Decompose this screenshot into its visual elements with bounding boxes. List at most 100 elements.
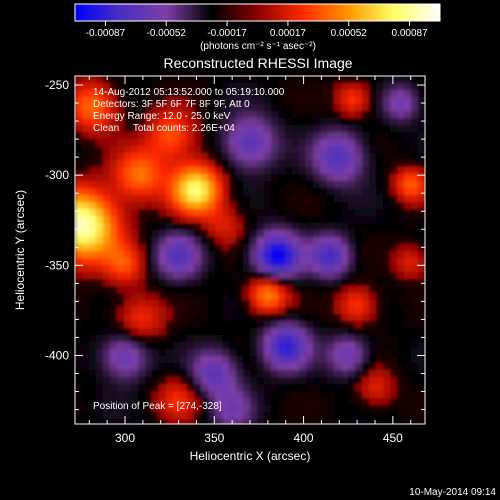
image-pixel <box>82 265 90 273</box>
image-pixel <box>103 398 111 406</box>
image-pixel <box>138 181 146 189</box>
image-pixel <box>390 223 398 231</box>
image-pixel <box>320 167 328 175</box>
image-pixel <box>82 160 90 168</box>
image-pixel <box>180 76 188 84</box>
image-pixel <box>320 391 328 399</box>
image-pixel <box>96 377 104 385</box>
image-pixel <box>292 419 300 424</box>
image-pixel <box>173 321 181 329</box>
image-pixel <box>103 363 111 371</box>
image-pixel <box>313 223 321 231</box>
image-pixel <box>96 132 104 140</box>
image-pixel <box>362 76 370 84</box>
image-pixel <box>383 111 391 119</box>
image-pixel <box>264 398 272 406</box>
image-pixel <box>292 405 300 413</box>
image-pixel <box>89 349 97 357</box>
image-pixel <box>201 230 209 238</box>
image-pixel <box>110 90 118 98</box>
image-pixel <box>243 160 251 168</box>
image-pixel <box>117 160 125 168</box>
image-pixel <box>145 419 153 424</box>
image-pixel <box>187 307 195 315</box>
image-pixel <box>215 132 223 140</box>
image-pixel <box>257 342 265 350</box>
image-pixel <box>152 237 160 245</box>
image-pixel <box>145 209 153 217</box>
image-pixel <box>334 398 342 406</box>
image-pixel <box>271 328 279 336</box>
image-pixel <box>404 230 412 238</box>
image-pixel <box>299 349 307 357</box>
image-pixel <box>334 111 342 119</box>
image-pixel <box>341 377 349 385</box>
image-pixel <box>299 83 307 91</box>
image-pixel <box>348 209 356 217</box>
image-pixel <box>75 405 83 413</box>
image-pixel <box>327 139 335 147</box>
image-pixel <box>180 279 188 287</box>
image-pixel <box>222 258 230 266</box>
image-pixel <box>243 237 251 245</box>
image-pixel <box>250 300 258 308</box>
image-pixel <box>404 300 412 308</box>
image-pixel <box>299 111 307 119</box>
image-pixel <box>299 300 307 308</box>
image-pixel <box>362 181 370 189</box>
image-pixel <box>362 146 370 154</box>
image-pixel <box>201 118 209 126</box>
image-pixel <box>103 188 111 196</box>
image-pixel <box>138 237 146 245</box>
image-pixel <box>285 223 293 231</box>
image-pixel <box>383 223 391 231</box>
image-pixel <box>89 174 97 182</box>
image-pixel <box>173 405 181 413</box>
image-pixel <box>110 286 118 294</box>
image-pixel <box>320 244 328 252</box>
image-pixel <box>152 412 160 420</box>
image-pixel <box>103 244 111 252</box>
image-pixel <box>166 405 174 413</box>
image-pixel <box>166 300 174 308</box>
image-pixel <box>369 90 377 98</box>
image-pixel <box>229 90 237 98</box>
image-pixel <box>320 216 328 224</box>
image-pixel <box>334 139 342 147</box>
image-pixel <box>271 167 279 175</box>
image-pixel <box>250 104 258 112</box>
image-pixel <box>257 118 265 126</box>
x-tick-label: 350 <box>204 431 224 445</box>
image-pixel <box>341 230 349 238</box>
image-pixel <box>383 90 391 98</box>
image-pixel <box>404 391 412 399</box>
image-pixel <box>306 139 314 147</box>
image-pixel <box>397 146 405 154</box>
image-pixel <box>390 118 398 126</box>
image-pixel <box>362 356 370 364</box>
image-pixel <box>264 321 272 329</box>
image-pixel <box>257 181 265 189</box>
image-pixel <box>320 90 328 98</box>
image-pixel <box>334 265 342 273</box>
image-pixel <box>229 188 237 196</box>
image-pixel <box>75 279 83 287</box>
image-pixel <box>341 244 349 252</box>
image-pixel <box>404 419 412 424</box>
image-pixel <box>313 104 321 112</box>
image-pixel <box>208 251 216 259</box>
image-pixel <box>187 258 195 266</box>
image-pixel <box>243 363 251 371</box>
image-pixel <box>117 398 125 406</box>
image-pixel <box>250 412 258 420</box>
image-pixel <box>355 349 363 357</box>
image-pixel <box>369 216 377 224</box>
image-pixel <box>327 349 335 357</box>
image-pixel <box>131 321 139 329</box>
image-pixel <box>285 125 293 133</box>
image-pixel <box>166 146 174 154</box>
image-pixel <box>117 209 125 217</box>
image-pixel <box>131 188 139 196</box>
image-pixel <box>327 76 335 84</box>
image-pixel <box>306 160 314 168</box>
